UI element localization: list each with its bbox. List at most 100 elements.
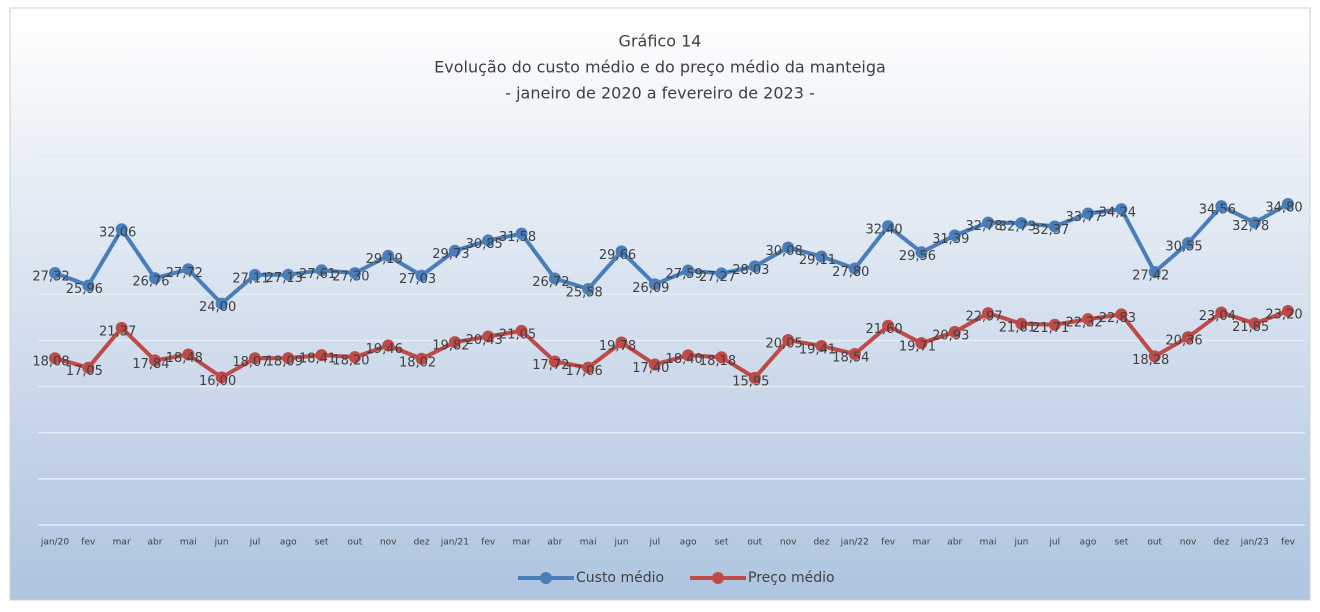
marker <box>49 352 61 365</box>
marker <box>182 263 195 276</box>
marker <box>348 351 361 364</box>
marker <box>482 330 495 343</box>
x-tick-label: jan/23 <box>1240 538 1269 548</box>
x-tick-label: jan/22 <box>840 538 869 548</box>
x-tick-label: nov <box>380 538 397 548</box>
data-label: 27,11 <box>232 271 269 286</box>
marker <box>748 260 761 273</box>
marker <box>448 336 461 349</box>
marker <box>715 351 728 364</box>
marker <box>415 352 428 365</box>
marker <box>1082 207 1095 220</box>
marker <box>915 337 928 350</box>
data-label: 22,83 <box>1099 311 1136 326</box>
x-tick-label: mai <box>580 538 597 548</box>
x-tick-label: ago <box>680 538 697 548</box>
x-tick-label: set <box>715 538 729 548</box>
x-tick-label: out <box>1147 538 1162 548</box>
marker <box>1115 308 1128 321</box>
marker <box>482 234 495 247</box>
data-label: 21,85 <box>1232 320 1269 335</box>
marker <box>515 227 528 240</box>
data-label: 32,37 <box>1032 223 1069 238</box>
marker <box>682 264 695 277</box>
marker <box>648 278 661 291</box>
x-tick-label: jul <box>648 538 660 548</box>
data-label: 28,03 <box>732 263 769 278</box>
x-tick-label: ago <box>1080 538 1097 548</box>
legend-marker <box>712 572 724 584</box>
x-tick-label: nov <box>1180 538 1197 548</box>
data-label: 21,05 <box>499 327 536 342</box>
marker <box>382 249 395 262</box>
data-label: 18,07 <box>232 355 269 370</box>
data-label: 18,08 <box>32 355 69 370</box>
marker <box>382 339 395 352</box>
x-tick-label: mar <box>113 538 131 548</box>
data-label: 19,71 <box>899 340 936 355</box>
legend-label: Custo médio <box>576 570 664 586</box>
marker <box>82 361 95 374</box>
x-tick-label: abr <box>148 538 163 548</box>
x-tick-label: dez <box>414 538 430 548</box>
data-label: 24,00 <box>199 300 236 315</box>
marker <box>49 266 61 279</box>
x-tick-label: jun <box>1013 538 1028 548</box>
marker <box>215 371 228 384</box>
data-label: 22,32 <box>1065 316 1102 331</box>
x-tick-label: mai <box>980 538 997 548</box>
data-label: 18,41 <box>299 352 336 367</box>
data-label: 17,84 <box>132 357 169 372</box>
data-label: 26,72 <box>532 275 569 290</box>
data-label: 29,56 <box>899 249 936 264</box>
marker <box>882 220 895 233</box>
data-label: 19,78 <box>599 339 636 354</box>
data-label: 34,80 <box>1265 200 1302 215</box>
marker <box>1082 313 1095 326</box>
data-label: 21,37 <box>99 324 136 339</box>
x-tick-label: jul <box>1048 538 1060 548</box>
data-label: 18,40 <box>666 352 703 367</box>
marker <box>448 244 461 257</box>
x-tick-label: fev <box>881 538 896 548</box>
marker <box>948 229 961 242</box>
data-label: 17,40 <box>632 361 669 376</box>
data-label: 23,04 <box>1199 309 1236 324</box>
marker <box>682 349 695 362</box>
x-tick-label: fev <box>481 538 496 548</box>
data-label: 18,09 <box>266 355 303 370</box>
marker <box>548 272 561 285</box>
data-label: 27,61 <box>299 267 336 282</box>
data-label: 27,30 <box>332 270 369 285</box>
x-tick-label: mar <box>912 538 930 548</box>
marker <box>1248 317 1261 330</box>
marker <box>115 321 128 334</box>
data-label: 18,54 <box>832 350 869 365</box>
marker <box>115 223 128 236</box>
data-label: 21,60 <box>865 322 902 337</box>
marker <box>282 352 295 365</box>
data-label: 18,48 <box>166 351 203 366</box>
data-label: 19,82 <box>432 339 469 354</box>
data-label: 21,71 <box>1032 321 1069 336</box>
marker <box>1048 318 1061 331</box>
data-label: 32,73 <box>999 220 1036 235</box>
data-label: 29,11 <box>799 253 836 268</box>
data-label: 31,39 <box>932 232 969 247</box>
data-label: 32,78 <box>1232 219 1269 234</box>
x-tick-label: set <box>1114 538 1128 548</box>
data-label: 32,40 <box>865 223 902 238</box>
data-label: 20,05 <box>766 337 803 352</box>
data-label: 17,06 <box>566 364 603 379</box>
marker <box>1015 217 1028 230</box>
marker <box>582 283 595 296</box>
data-label: 20,93 <box>932 328 969 343</box>
data-label: 27,80 <box>832 265 869 280</box>
marker <box>1282 197 1294 210</box>
data-label: 15,95 <box>732 374 769 389</box>
marker <box>1148 350 1161 363</box>
data-label: 32,06 <box>99 226 136 241</box>
marker <box>248 268 261 281</box>
